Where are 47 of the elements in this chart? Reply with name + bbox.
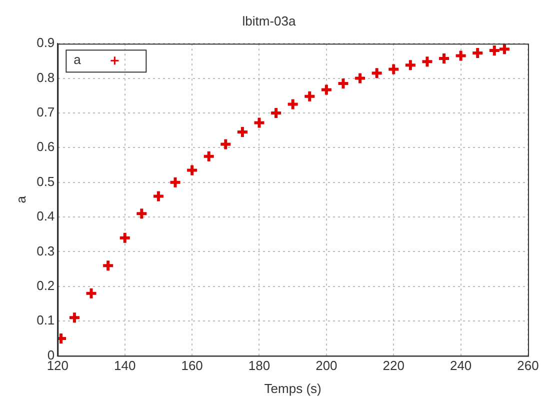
point xyxy=(168,176,182,189)
point xyxy=(471,46,484,60)
point xyxy=(286,98,300,111)
point xyxy=(498,44,511,56)
y-tick-label: 0.4 xyxy=(36,208,55,224)
point xyxy=(454,49,468,62)
point xyxy=(135,207,148,220)
x-tick-label: 240 xyxy=(450,358,472,374)
y-axis-title: a xyxy=(13,195,28,204)
y-tick-label: 0.2 xyxy=(36,278,55,293)
y-tick-label: 0.8 xyxy=(36,70,55,85)
x-tick-label: 180 xyxy=(248,358,270,374)
x-tick-label: 140 xyxy=(114,358,136,374)
point xyxy=(303,90,316,103)
point xyxy=(438,52,451,66)
point xyxy=(354,72,367,85)
point xyxy=(252,116,266,130)
x-axis-title: Temps (s) xyxy=(264,380,322,396)
point xyxy=(404,58,417,72)
point xyxy=(219,138,232,151)
point xyxy=(152,190,165,203)
point xyxy=(118,231,132,244)
point xyxy=(270,106,283,120)
point xyxy=(336,76,350,90)
x-tick-label: 220 xyxy=(382,358,404,374)
point xyxy=(320,83,333,96)
y-tick-label: 0.6 xyxy=(36,139,55,154)
point xyxy=(420,55,434,68)
point xyxy=(84,286,98,300)
y-tick-label: 0.1 xyxy=(36,312,55,328)
chart-title: lbitm-03a xyxy=(242,13,296,28)
y-tick-label: 0.9 xyxy=(36,35,55,50)
legend-label: a xyxy=(74,52,82,68)
y-tick-label: 0.3 xyxy=(36,243,55,258)
x-tick-label: 260 xyxy=(517,358,539,374)
point xyxy=(102,259,115,272)
point xyxy=(186,164,199,177)
point xyxy=(202,150,216,163)
point xyxy=(370,66,384,80)
x-tick-label: 200 xyxy=(316,358,338,374)
x-tick-label: 160 xyxy=(181,358,203,374)
y-tick-label: 0.7 xyxy=(36,104,55,120)
point xyxy=(488,44,501,58)
point xyxy=(236,126,249,139)
point xyxy=(387,62,400,76)
y-tick-label: 0.5 xyxy=(36,174,55,189)
point xyxy=(68,311,81,324)
